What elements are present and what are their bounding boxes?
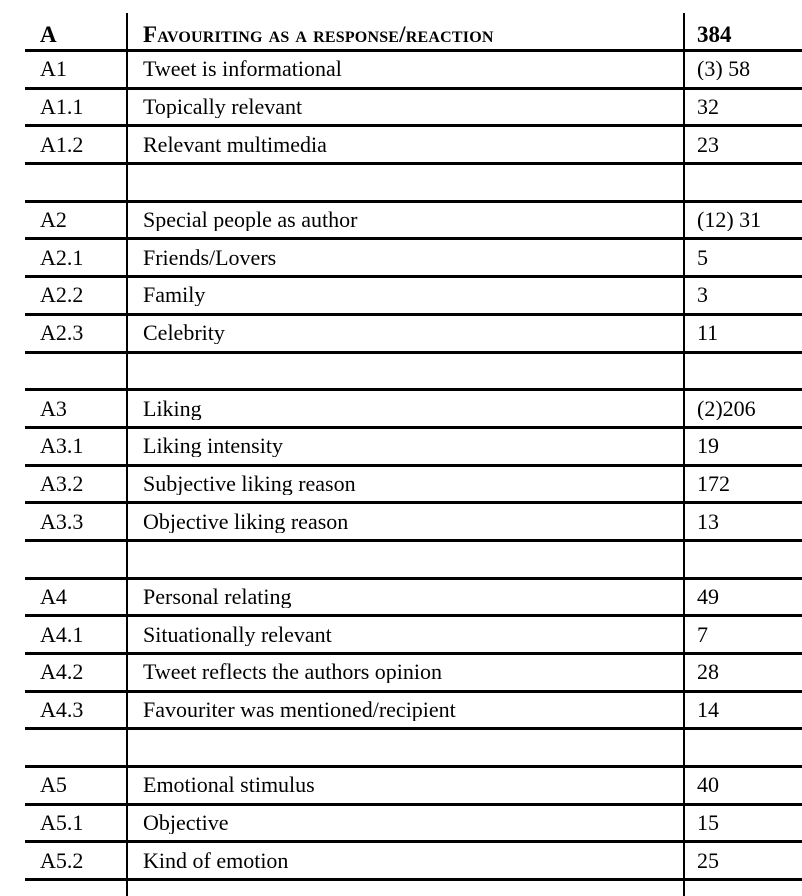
table-row: A1.1 Topically relevant 32 — [25, 90, 802, 128]
label-cell: Kind of emotion — [143, 849, 289, 872]
code-cell: A2.3 — [40, 322, 84, 345]
table-row: A5 Emotional stimulus 40 — [25, 768, 802, 806]
spacer-row — [25, 881, 802, 895]
value-cell: 13 — [697, 510, 719, 533]
label-cell: Liking intensity — [143, 435, 283, 458]
header-value-cell: 384 — [697, 22, 732, 46]
code-cell: A5.2 — [40, 849, 84, 872]
value-cell: 40 — [697, 774, 719, 797]
label-cell: Objective — [143, 812, 229, 835]
table-row: A4.2 Tweet reflects the authors opinion … — [25, 655, 802, 693]
column-divider-label-value — [683, 13, 685, 896]
code-cell: A4 — [40, 585, 67, 608]
code-cell: A2 — [40, 209, 67, 232]
label-cell: Tweet is informational — [143, 58, 342, 81]
spacer-row — [25, 730, 802, 769]
label-cell: Objective liking reason — [143, 510, 349, 533]
label-cell: Topically relevant — [143, 96, 303, 119]
table-header-row: A Favouriting as a response/reaction 384 — [25, 13, 802, 52]
value-cell: (12) 31 — [697, 209, 762, 232]
table-row: A1 Tweet is informational (3) 58 — [25, 52, 802, 90]
table-row: A3 Liking (2)206 — [25, 391, 802, 429]
code-cell: A4.1 — [40, 623, 84, 646]
value-cell: 172 — [697, 472, 730, 495]
table-row: A2.1 Friends/Lovers 5 — [25, 240, 802, 279]
value-cell: 5 — [697, 246, 708, 269]
value-cell: 28 — [697, 661, 719, 684]
column-divider-code-label — [126, 13, 128, 896]
label-cell: Relevant multimedia — [143, 133, 327, 156]
spacer-row — [25, 542, 802, 580]
code-cell: A1 — [40, 58, 67, 81]
value-cell: 7 — [697, 623, 708, 646]
value-cell: 32 — [697, 96, 719, 119]
label-cell: Liking — [143, 397, 202, 420]
code-cell: A4.2 — [40, 661, 84, 684]
header-code-cell: A — [40, 22, 57, 46]
code-cell: A1.1 — [40, 96, 84, 119]
code-cell: A3.1 — [40, 435, 84, 458]
code-cell: A5.1 — [40, 812, 84, 835]
spacer-row — [25, 165, 802, 203]
code-cell: A2.2 — [40, 284, 84, 307]
table-row: A3.2 Subjective liking reason 172 — [25, 467, 802, 505]
label-cell: Personal relating — [143, 585, 292, 608]
table-row: A1.2 Relevant multimedia 23 — [25, 127, 802, 166]
value-cell: 25 — [697, 849, 719, 872]
value-cell: 23 — [697, 133, 719, 156]
value-cell: 15 — [697, 812, 719, 835]
value-cell: (3) 58 — [697, 58, 751, 81]
label-cell: Friends/Lovers — [143, 246, 277, 269]
header-label-cell: Favouriting as a response/reaction — [143, 22, 494, 46]
label-cell: Family — [143, 284, 206, 307]
table-row: A5.2 Kind of emotion 25 — [25, 843, 802, 882]
label-cell: Situationally relevant — [143, 623, 332, 646]
value-cell: 14 — [697, 699, 719, 722]
table-row: A4.3 Favouriter was mentioned/recipient … — [25, 693, 802, 731]
label-cell: Favouriter was mentioned/recipient — [143, 699, 456, 722]
code-cell: A3 — [40, 397, 67, 420]
value-cell: 11 — [697, 322, 719, 345]
label-cell: Subjective liking reason — [143, 472, 356, 495]
table-row: A5.1 Objective 15 — [25, 806, 802, 844]
coding-table: A Favouriting as a response/reaction 384… — [25, 13, 802, 895]
value-cell: 3 — [697, 284, 708, 307]
value-cell: (2)206 — [697, 397, 756, 420]
table-row: A3.3 Objective liking reason 13 — [25, 504, 802, 542]
table-row: A4 Personal relating 49 — [25, 580, 802, 618]
label-cell: Emotional stimulus — [143, 774, 315, 797]
label-cell: Tweet reflects the authors opinion — [143, 661, 443, 684]
code-cell: A3.2 — [40, 472, 84, 495]
spacer-row — [25, 354, 802, 392]
table-row: A2 Special people as author (12) 31 — [25, 203, 802, 241]
table-row: A3.1 Liking intensity 19 — [25, 429, 802, 467]
table-row: A4.1 Situationally relevant 7 — [25, 617, 802, 655]
table-body: A1 Tweet is informational (3) 58 A1.1 To… — [25, 52, 802, 895]
value-cell: 49 — [697, 585, 719, 608]
code-cell: A3.3 — [40, 510, 84, 533]
code-cell: A4.3 — [40, 699, 84, 722]
code-cell: A1.2 — [40, 133, 84, 156]
table-row: A2.3 Celebrity 11 — [25, 316, 802, 354]
table-row: A2.2 Family 3 — [25, 278, 802, 316]
code-cell: A2.1 — [40, 246, 84, 269]
code-cell: A5 — [40, 774, 67, 797]
label-cell: Special people as author — [143, 209, 358, 232]
label-cell: Celebrity — [143, 322, 225, 345]
value-cell: 19 — [697, 435, 719, 458]
